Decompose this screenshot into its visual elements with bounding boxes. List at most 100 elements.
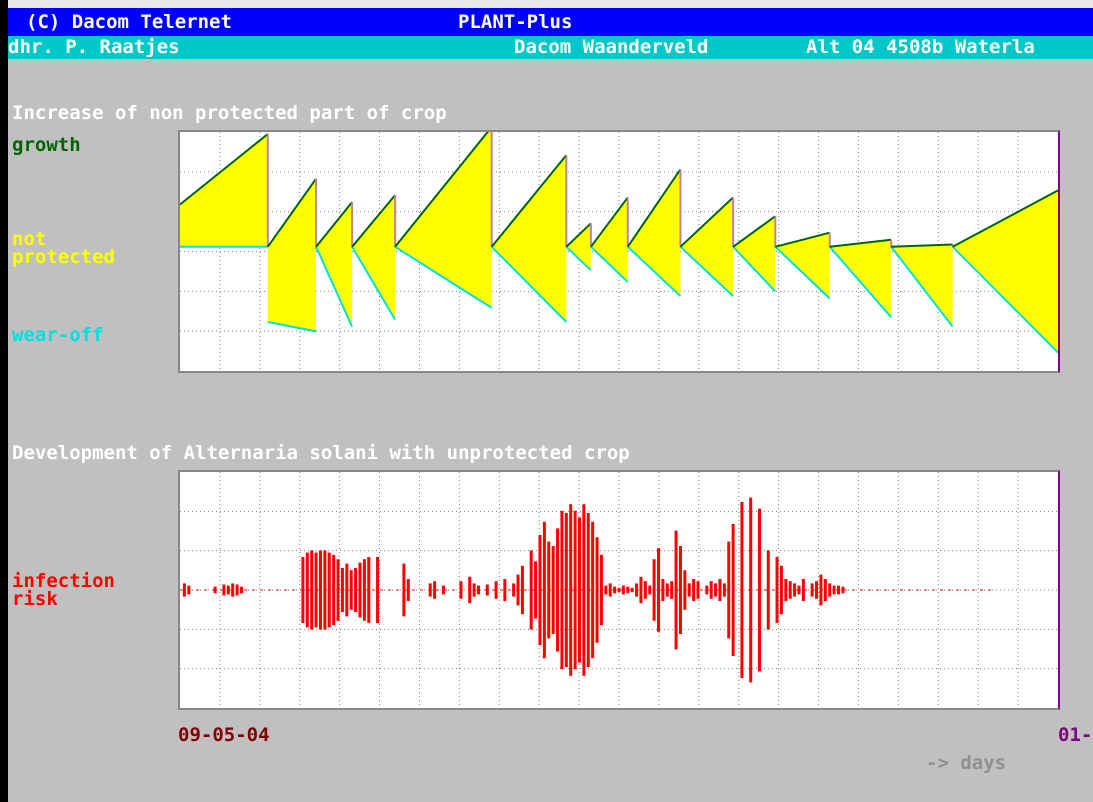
risk-label: risk — [12, 588, 58, 610]
infection-risk-bar — [406, 579, 410, 601]
infection-risk-bar — [595, 537, 599, 643]
infection-risk-bar — [643, 581, 647, 599]
infection-risk-bar — [367, 557, 371, 623]
wear-off-line — [732, 246, 777, 293]
infection-risk-bar — [705, 585, 709, 595]
infection-risk-svg — [180, 472, 1058, 708]
infection-risk-bar — [534, 561, 538, 619]
not-protected-area — [680, 197, 734, 297]
wear-off-line — [351, 246, 396, 321]
infection-risk-bar — [358, 562, 362, 618]
infection-risk-bar — [547, 541, 551, 639]
infection-risk-bar — [617, 587, 621, 593]
infection-risk-bar — [775, 557, 779, 623]
wear-off-line — [565, 246, 592, 272]
infection-risk-bar — [345, 563, 349, 617]
infection-risk-bar — [459, 581, 463, 599]
growth-line — [315, 201, 353, 248]
app-title: PLANT-Plus — [458, 11, 573, 33]
infection-risk-bar — [652, 559, 656, 621]
not-protected-area — [395, 132, 492, 308]
infection-risk-bar — [529, 550, 533, 630]
infection-risk-bar — [187, 585, 191, 595]
wear-off-line — [315, 246, 353, 328]
infection-risk-bar — [538, 535, 542, 645]
not-protected-area — [733, 216, 776, 292]
infection-risk-bar — [749, 497, 753, 683]
growth-line — [775, 231, 830, 248]
wear-off-line — [267, 321, 317, 333]
growth-line — [180, 133, 269, 206]
infection-risk-bar — [591, 521, 595, 659]
infection-label: infection — [12, 570, 115, 592]
crop-protection-chart — [178, 130, 1060, 373]
infection-risk-bar — [810, 583, 814, 597]
not-protected-area — [627, 169, 681, 297]
growth-line — [490, 154, 568, 248]
infection-risk-bar — [683, 570, 687, 610]
infection-risk-bar — [376, 557, 380, 623]
infection-risk-bar — [714, 583, 718, 597]
wear-off-line — [828, 246, 892, 318]
wear-off-line — [890, 246, 954, 328]
infection-risk-bar — [639, 576, 643, 604]
infection-risk-bar — [727, 541, 731, 639]
address-text: Alt 04 4508b Waterla — [806, 36, 1035, 58]
infection-risk-bar — [520, 565, 524, 615]
infection-risk-bar — [687, 583, 691, 597]
infection-risk-bar — [560, 510, 564, 670]
wear-off-line — [394, 245, 493, 309]
infection-risk-bar — [841, 586, 845, 594]
infection-risk-bar — [235, 584, 239, 596]
infection-risk-bar — [556, 528, 560, 652]
infection-risk-bar — [823, 579, 827, 601]
infection-risk-bar — [231, 583, 235, 597]
infection-risk-bar — [354, 568, 358, 612]
infection-risk-bar — [621, 585, 625, 595]
infection-risk-bar — [310, 550, 314, 630]
infection-risk-bar — [340, 568, 344, 612]
infection-risk-bar — [819, 574, 823, 606]
infection-risk-bar — [323, 550, 327, 630]
wear-off-line — [774, 246, 831, 300]
infection-risk-bar — [635, 583, 639, 597]
infection-risk-bar — [569, 504, 573, 676]
growth-label: growth — [12, 134, 81, 156]
wear-off-line — [490, 246, 568, 323]
infection-risk-bar — [226, 585, 230, 595]
infection-risk-bar — [586, 513, 590, 667]
infection-risk-bar — [657, 548, 661, 632]
not-protected-area — [352, 195, 396, 320]
infection-risk-bar — [402, 563, 406, 617]
copyright-text: (C) Dacom Telernet — [26, 11, 232, 33]
infection-risk-bar — [709, 581, 713, 599]
infection-risk-bar — [692, 579, 696, 601]
x-axis-end-date: 01- — [1058, 724, 1093, 746]
infection-risk-bar — [332, 554, 336, 626]
infection-risk-bar — [793, 583, 797, 597]
infection-risk-bar — [731, 524, 735, 656]
infection-risk-bar — [722, 583, 726, 597]
not-protected-area — [316, 202, 353, 327]
infection-risk-bar — [512, 583, 516, 597]
infection-risk-bar — [788, 581, 792, 599]
infection-risk-bar — [222, 584, 226, 596]
infection-risk-bar — [503, 579, 507, 601]
growth-line — [590, 196, 629, 248]
infection-risk-bar — [837, 585, 840, 595]
infection-risk-bar — [630, 587, 634, 593]
infection-risk-bar — [779, 565, 783, 615]
window-frame-left — [0, 0, 8, 802]
infection-risk-bar — [327, 552, 331, 628]
infection-risk-bar — [362, 559, 366, 621]
infection-risk-bar — [336, 559, 340, 621]
infection-risk-bar — [239, 586, 243, 594]
infection-risk-bar — [678, 546, 682, 634]
infection-risk-bar — [494, 581, 498, 599]
infection-risk-bar — [564, 513, 568, 667]
crop-protection-svg — [180, 132, 1058, 371]
not-protected-area — [590, 197, 628, 283]
wear-off-line — [679, 246, 734, 297]
infection-risk-bar — [468, 576, 472, 604]
infection-risk-bar — [314, 552, 318, 628]
